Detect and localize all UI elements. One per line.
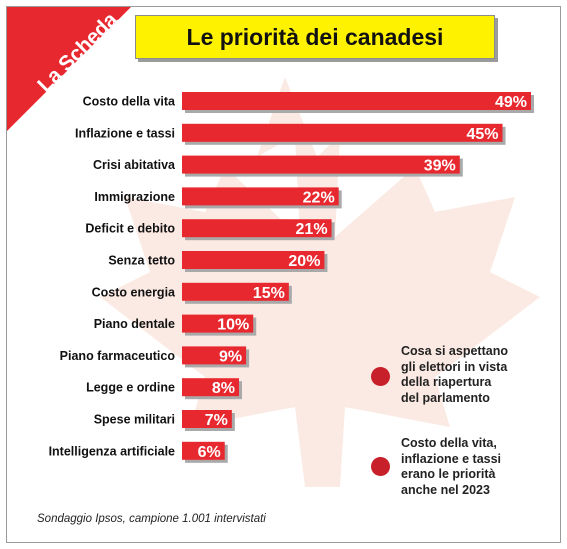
bullet-dot	[371, 367, 390, 386]
corner-triangle	[7, 7, 131, 131]
title-box: Le priorità dei canadesi	[135, 15, 495, 59]
note-line: Costo della vita,	[401, 436, 497, 450]
bullet-dot	[371, 457, 390, 476]
category-label: Inflazione e tassi	[75, 126, 175, 140]
category-label: Costo della vita	[83, 95, 176, 109]
bar	[182, 410, 232, 428]
infographic-frame: La Scheda Le priorità dei canadesi Costo…	[6, 6, 561, 543]
note-line: gli elettori in vista	[401, 359, 508, 374]
value-label: 7%	[205, 412, 228, 429]
note-line: della riapertura	[401, 375, 492, 389]
note-expectations: Cosa si aspettano gli elettori in vista …	[401, 344, 546, 406]
note-line: anche nel 2023	[401, 482, 490, 497]
note-line: Cosa si aspettano	[401, 344, 508, 358]
bar	[182, 92, 531, 110]
bar	[182, 346, 247, 365]
category-label: Intelligenza artificiale	[49, 444, 175, 458]
note-line: erano le priorità	[401, 467, 496, 481]
note-line: inflazione e tassi	[401, 451, 502, 466]
value-label: 21%	[296, 221, 328, 238]
category-label: Senza tetto	[108, 254, 175, 268]
category-label: Crisi abitativa	[93, 158, 176, 172]
category-label: Spese militari	[94, 413, 175, 427]
bar-chart: Costo della vita 49% Inflazione e tassi 45%…	[49, 92, 534, 463]
category-label: Piano farmaceutico	[60, 349, 176, 363]
note-line: del parlamento	[401, 390, 490, 405]
source-note: Sondaggio Ipsos, campione 1.001 intervis…	[37, 513, 266, 525]
bar	[182, 219, 332, 238]
value-label: 22%	[303, 189, 335, 206]
chart-title: Le priorità dei canadesi	[186, 23, 444, 50]
value-label: 15%	[253, 285, 285, 302]
category-label: Legge e ordine	[86, 381, 175, 395]
bar	[182, 187, 339, 206]
value-label: 9%	[219, 348, 242, 365]
value-label: 6%	[198, 444, 221, 461]
bar	[182, 251, 325, 269]
bar	[182, 123, 503, 142]
category-label: Immigrazione	[94, 190, 175, 204]
bar	[182, 441, 225, 460]
value-label: 20%	[288, 253, 320, 270]
category-label: Costo energia	[92, 285, 176, 299]
value-label: 39%	[424, 158, 456, 175]
bar	[182, 314, 254, 333]
bar	[182, 282, 289, 301]
category-label: Piano dentale	[94, 317, 175, 331]
value-label: 10%	[217, 317, 249, 334]
note-2023: Costo della vita, inflazione e tassi era…	[401, 436, 546, 498]
bar	[182, 378, 239, 397]
category-label: Deficit e debito	[85, 222, 175, 236]
value-label: 45%	[466, 126, 498, 143]
corner-banner: La Scheda	[7, 7, 147, 147]
value-label: 8%	[212, 380, 235, 397]
bar	[182, 155, 460, 174]
value-label: 49%	[495, 94, 527, 111]
